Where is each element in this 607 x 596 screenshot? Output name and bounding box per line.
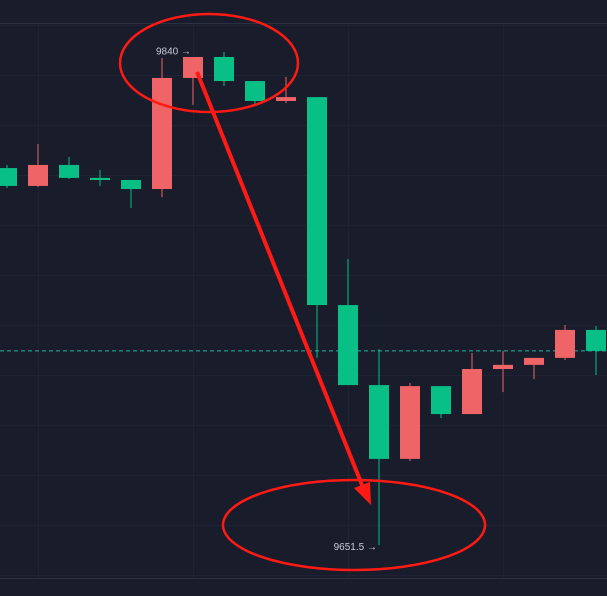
grid-background <box>0 23 607 578</box>
candle-body <box>462 369 482 415</box>
candle-body <box>152 77 172 190</box>
candle-body <box>524 357 544 365</box>
candle-body <box>245 81 265 101</box>
candle-body <box>338 305 358 386</box>
candle-body <box>59 164 79 178</box>
candle-body <box>493 364 513 370</box>
candle-body <box>400 386 420 459</box>
highlight-circle <box>221 478 487 572</box>
candle-body <box>369 385 389 459</box>
candle-body <box>214 56 234 82</box>
candle-body <box>0 168 17 186</box>
candle-body <box>431 386 451 415</box>
arrow-line <box>195 71 366 491</box>
annotation-label: 9651.5 → <box>334 542 377 553</box>
arrow-head <box>354 482 371 505</box>
candle-body <box>121 179 141 190</box>
plot: 9840 → 9651.5 → <box>0 47 607 553</box>
candle-body <box>555 329 575 358</box>
candle-body <box>276 97 296 101</box>
candle-body <box>586 329 606 351</box>
candle-body <box>28 164 48 186</box>
annotation-label: 9840 → <box>156 47 191 58</box>
highlight-circle <box>118 12 300 114</box>
candle-body <box>90 177 110 180</box>
candle-body <box>307 97 327 306</box>
